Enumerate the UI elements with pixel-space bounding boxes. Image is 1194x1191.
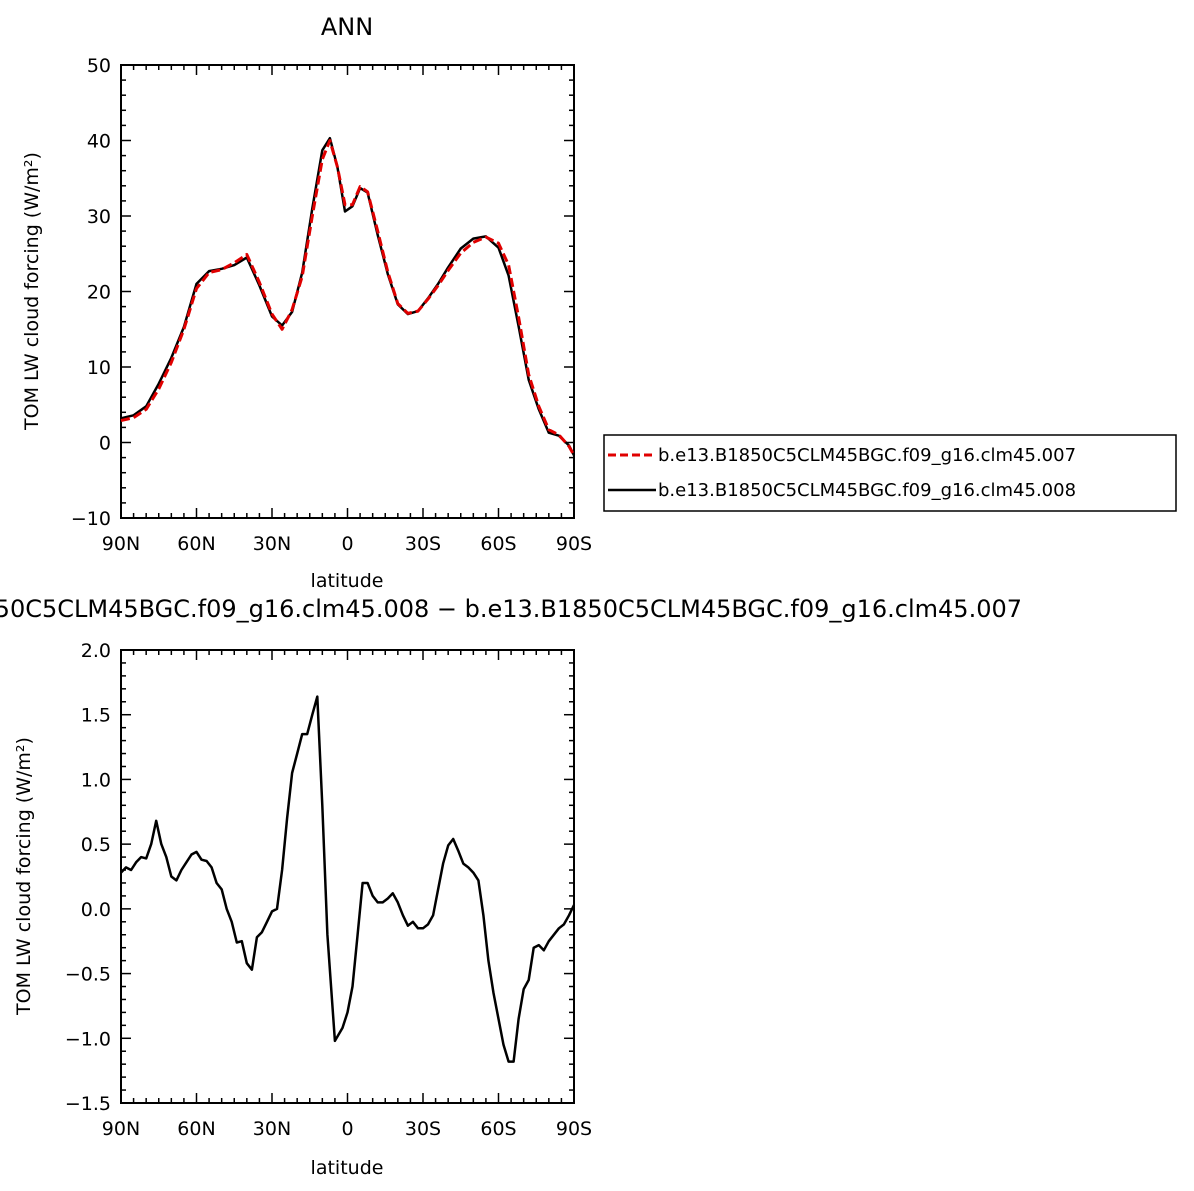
bottom-y-tick-label: 1.0 [81, 769, 111, 791]
bottom-x-tick-label: 60S [480, 1118, 516, 1140]
top-y-tick-label: 10 [87, 357, 111, 379]
top-ticks: 90N 60N 30N 0 30S 60S 90S −10 0 10 20 30 40 50 [71, 55, 592, 555]
bottom-y-tick-label: −0.5 [65, 964, 111, 986]
bottom-x-tick-label: 60N [177, 1118, 215, 1140]
top-x-tick-label: 30S [405, 533, 441, 555]
top-y-tick-label: 50 [87, 55, 111, 77]
bottom-y-tick-label: 2.0 [81, 640, 111, 662]
top-x-tick-label: 0 [341, 533, 353, 555]
top-plot-frame [120, 64, 575, 519]
top-chart-title: ANN [321, 13, 373, 41]
bottom-y-tick-label: 0.5 [81, 834, 111, 856]
bottom-x-tick-label: 30N [253, 1118, 291, 1140]
bottom-plot-frame [120, 649, 575, 1104]
top-panel: ANN 90N 60N 30N 0 30S 60S 90S −10 0 10 20 30 40 50 la… [21, 13, 1177, 592]
bottom-x-tick-label: 30S [405, 1118, 441, 1140]
bottom-y-tick-label: −1.5 [65, 1093, 111, 1115]
bottom-series-line-0 [120, 695, 576, 1063]
top-y-tick-label: 0 [99, 433, 111, 455]
legend: b.e13.B1850C5CLM45BGC.f09_g16.clm45.007 … [603, 434, 1177, 512]
bottom-y-tick-label: 1.5 [81, 705, 111, 727]
bottom-ticks: 90N 60N 30N 0 30S 60S 90S −1.5 −1.0 −0.5 0.0 0.5 1.0… [65, 640, 592, 1140]
top-y-tick-label: −10 [71, 508, 111, 530]
top-x-tick-label: 60N [177, 533, 215, 555]
bottom-x-axis-label: latitude [311, 1157, 384, 1179]
top-y-tick-label: 20 [87, 282, 111, 304]
bottom-x-tick-label: 90S [556, 1118, 592, 1140]
top-y-tick-label: 30 [87, 206, 111, 228]
bottom-x-tick-label: 90N [102, 1118, 140, 1140]
top-y-axis-label: TOM LW cloud forcing (W/m²) [21, 152, 43, 431]
top-x-tick-label: 90N [102, 533, 140, 555]
legend-label-008: b.e13.B1850C5CLM45BGC.f09_g16.clm45.008 [658, 480, 1076, 501]
top-x-tick-label: 90S [556, 533, 592, 555]
bottom-chart-title: b.e13.B1850C5CLM45BGC.f09_g16.clm45.008 … [0, 595, 1022, 623]
legend-box [603, 434, 1177, 512]
bottom-x-tick-label: 0 [341, 1118, 353, 1140]
bottom-series [120, 695, 576, 1063]
top-x-tick-label: 30N [253, 533, 291, 555]
top-y-tick-label: 40 [87, 131, 111, 153]
bottom-y-tick-label: 0.0 [81, 899, 111, 921]
top-x-tick-label: 60S [480, 533, 516, 555]
top-series-line-1 [120, 136, 576, 456]
bottom-y-axis-label: TOM LW cloud forcing (W/m²) [13, 737, 35, 1016]
top-x-axis-label: latitude [311, 570, 384, 592]
legend-label-007: b.e13.B1850C5CLM45BGC.f09_g16.clm45.007 [658, 445, 1076, 466]
top-series-line-0 [120, 139, 576, 457]
top-series [120, 136, 576, 457]
bottom-panel: b.e13.B1850C5CLM45BGC.f09_g16.clm45.008 … [0, 595, 1022, 1179]
bottom-y-tick-label: −1.0 [65, 1028, 111, 1050]
